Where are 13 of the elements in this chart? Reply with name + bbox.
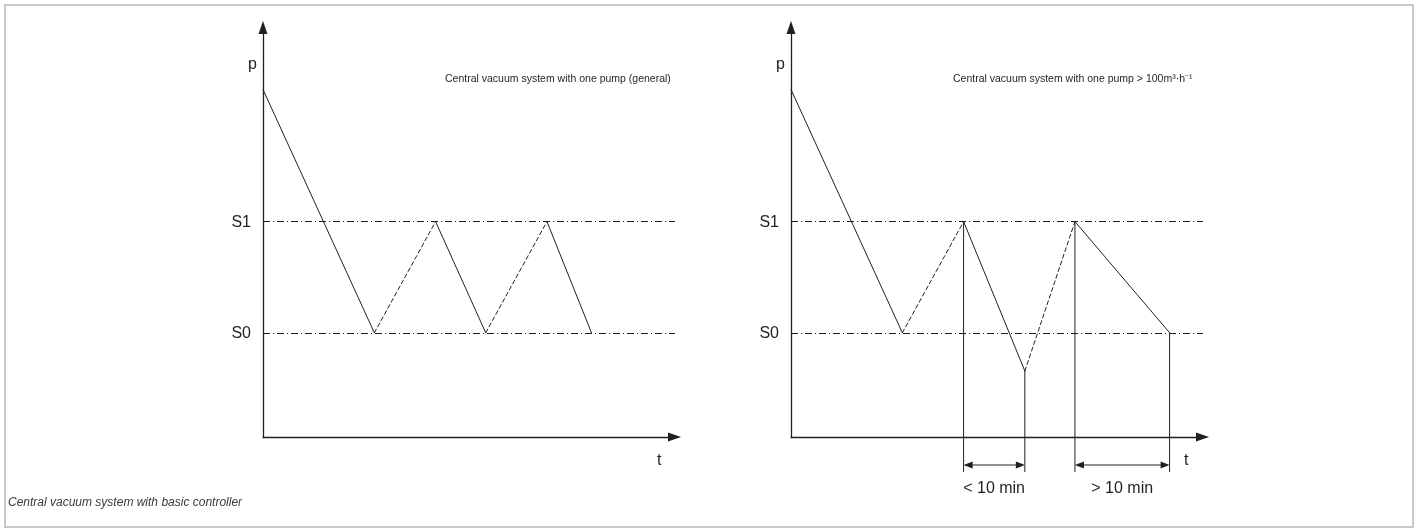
text: < 10 min bbox=[963, 479, 1026, 497]
x-axis-title: t bbox=[1184, 450, 1189, 468]
y-axis-title: p bbox=[776, 54, 785, 72]
ref-line-label: S1 bbox=[759, 213, 780, 231]
chart-title: Central vacuum system with one pump (general) bbox=[445, 71, 671, 84]
ref-line-label: S0 bbox=[759, 324, 780, 342]
text: Central vacuum system with basic controller bbox=[8, 495, 243, 509]
y-axis-title: p bbox=[248, 54, 257, 72]
text: > 10 min bbox=[1091, 479, 1154, 497]
x-axis-title: t bbox=[657, 450, 662, 468]
chart-title: Central vacuum system with one pump > 100m³·h⁻¹ bbox=[953, 71, 1193, 84]
ref-line-label: S1 bbox=[231, 213, 252, 231]
ref-line-label: S0 bbox=[231, 324, 252, 342]
